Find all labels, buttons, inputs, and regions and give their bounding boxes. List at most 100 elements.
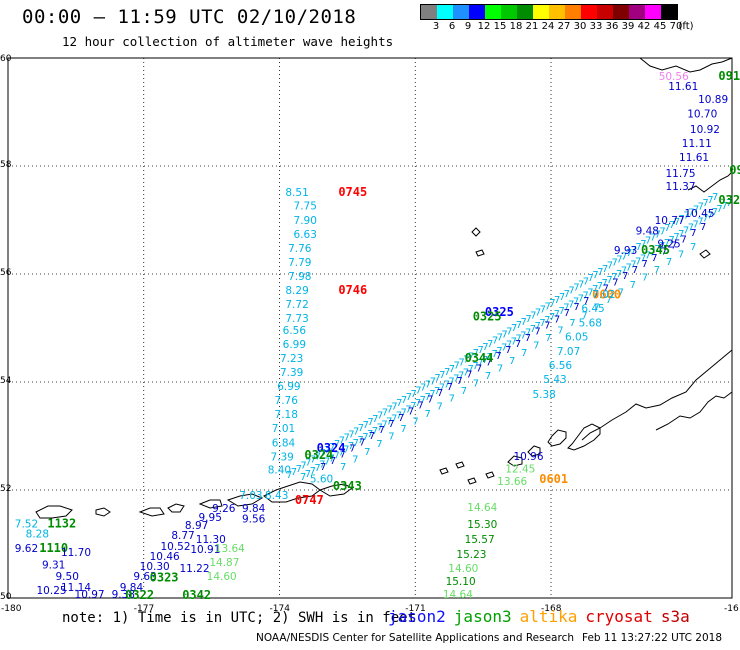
track-glyph: 7 (486, 357, 492, 368)
coastline-alaska-bristol (687, 171, 733, 193)
satellite-ground-tracks: 7777777777777777777777777777777777777777… (286, 192, 732, 483)
track-glyph: 7 (630, 280, 636, 291)
track-glyph: 7 (320, 462, 326, 473)
track-glyph: 7 (640, 239, 646, 250)
colorbar-tick-labels: 3 6 9 12 15 18 21 24 27 30 33 36 39 42 45 70 (ft) (420, 20, 694, 34)
colorbar-swatch (517, 5, 533, 19)
wave-height-value: 7.52 (15, 518, 38, 530)
island-fox (527, 445, 541, 457)
pass-time-label: 1110 (39, 541, 68, 555)
island-attu (95, 507, 111, 517)
track-glyph: 7 (688, 208, 694, 219)
pass-time-label: 0325 (485, 305, 514, 319)
track-glyph: 7 (626, 248, 632, 259)
wave-height-value: 9.56 (242, 513, 266, 525)
track-glyph: 7 (339, 450, 345, 461)
track-glyph: 7 (400, 424, 406, 435)
track-glyph: 7 (315, 451, 321, 462)
track-glyph: 7 (535, 321, 541, 332)
track-glyph: 7 (582, 290, 588, 301)
track-glyph: 7 (655, 229, 661, 240)
pass-time-label: 0914 (718, 69, 740, 83)
track-glyph: 7 (712, 192, 718, 203)
track-glyph: 7 (296, 464, 302, 475)
track-glyph: 7 (692, 220, 698, 231)
track-glyph: 7 (554, 309, 560, 320)
track-glyph: 7 (386, 417, 392, 428)
track-glyph: 7 (611, 258, 617, 269)
colorbar-swatch (485, 5, 501, 19)
wave-height-value: 7.76 (275, 395, 299, 407)
track-glyph: 7 (642, 259, 648, 270)
legend-s3a: s3a (660, 607, 690, 626)
longitude-tick-label: -16 (724, 604, 739, 614)
track-glyph: 7 (630, 260, 636, 271)
wave-height-value: 11.11 (682, 138, 712, 150)
track-glyph: 7 (396, 410, 402, 421)
track-glyph: 7 (602, 264, 608, 275)
track-glyph: 7 (491, 349, 497, 360)
track-glyph: 7 (564, 308, 570, 319)
pass-time-label: 0915 (729, 163, 740, 177)
latitude-tick-label: 58 (0, 160, 12, 170)
track-glyph: 7 (690, 228, 696, 239)
track-glyph: 7 (707, 210, 713, 221)
axis-tick-labels: -180 -177 -174 -171 -168 -16 60 58 56 54 52 50 (0, 54, 739, 614)
latitude-tick-label: 50 (0, 592, 12, 602)
track-glyph: 7 (378, 425, 384, 436)
track-glyph: 7 (631, 245, 637, 256)
wave-height-value: 10.89 (698, 94, 728, 106)
track-glyph: 7 (632, 265, 638, 276)
track-glyph: 7 (448, 377, 454, 388)
track-glyph: 7 (437, 388, 443, 399)
colorbar-tick-label: 33 (589, 21, 603, 32)
track-glyph: 7 (625, 263, 631, 274)
track-glyph: 7 (456, 376, 462, 387)
track-glyph: 7 (690, 242, 696, 253)
track-glyph: 7 (568, 286, 574, 297)
colorbar-swatch (421, 5, 437, 19)
track-glyph: 7 (603, 284, 609, 295)
colorbar-swatch (437, 5, 453, 19)
wave-height-value: 14.60 (207, 571, 237, 583)
track-glyph: 7 (401, 407, 407, 418)
track-glyph: 7 (338, 447, 344, 458)
colorbar-tick-label: 9 (464, 21, 472, 32)
track-glyph: 7 (554, 314, 560, 325)
track-glyph: 7 (606, 295, 612, 306)
track-glyph: 7 (482, 355, 488, 366)
track-glyph: 7 (497, 333, 503, 344)
track-glyph: 7 (396, 398, 402, 409)
track-glyph: 7 (640, 253, 646, 264)
track-glyph: 7 (664, 223, 670, 234)
track-glyph: 7 (678, 229, 684, 240)
track-glyph: 7 (559, 292, 565, 303)
track-glyph: 7 (405, 404, 411, 415)
track-glyph: 7 (540, 304, 546, 315)
wave-height-value: 7.23 (280, 353, 303, 365)
track-glyph: 7 (348, 441, 354, 452)
pass-time-label: 0325 (473, 309, 502, 323)
pass-time-label: 0601 (539, 472, 568, 486)
track-glyph: 7 (391, 414, 397, 425)
track-glyph: 7 (649, 247, 655, 258)
track-glyph: 7 (439, 370, 445, 381)
wave-height-value: 5.43 (543, 374, 566, 386)
track-glyph: 7 (544, 301, 550, 312)
track-glyph: 7 (521, 317, 527, 328)
track-glyph: 7 (700, 222, 706, 233)
track-glyph: 7 (549, 298, 555, 309)
track-glyph: 7 (468, 351, 474, 362)
page-subtitle: 12 hour collection of altimeter wave hei… (62, 34, 394, 49)
track-glyph: 7 (412, 416, 418, 427)
track-glyph: 7 (669, 220, 675, 231)
track-glyph: 7 (712, 207, 718, 218)
track-glyph: 7 (340, 462, 346, 473)
track-glyph: 7 (401, 395, 407, 406)
wave-height-value: 9.84 (120, 582, 144, 594)
wave-height-value: 7.73 (285, 313, 308, 325)
colorbar-tick-label: 15 (493, 21, 507, 32)
track-glyph: 7 (427, 394, 433, 405)
wave-height-value: 5.60 (310, 473, 333, 485)
